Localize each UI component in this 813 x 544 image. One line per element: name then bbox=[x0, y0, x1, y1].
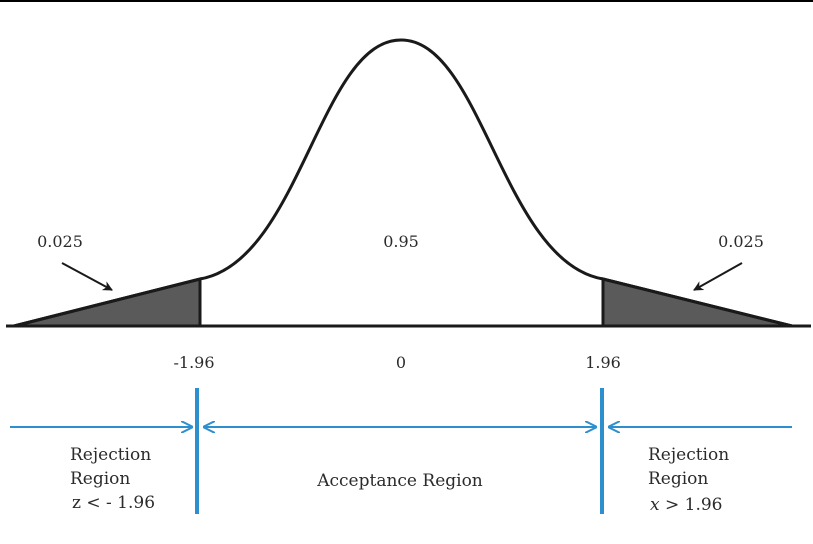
left-rejection-label-line1: Rejection bbox=[70, 445, 151, 465]
left-tail-prob-label: 0.025 bbox=[37, 232, 83, 251]
right-tail-prob-label: 0.025 bbox=[718, 232, 764, 251]
left-tail-pointer-arrow bbox=[61, 262, 113, 291]
right-rejection-threshold: > 1.96 bbox=[660, 495, 723, 515]
right-rejection-condition: x > 1.96 bbox=[650, 495, 723, 515]
tick-label-right: 1.96 bbox=[585, 353, 621, 372]
right-rejection-label-line1: Rejection bbox=[648, 445, 729, 465]
right-rejection-label-line2: Region bbox=[648, 469, 708, 489]
tick-label-center: 0 bbox=[396, 353, 406, 372]
bell-curve bbox=[13, 38, 793, 328]
center-prob-label: 0.95 bbox=[383, 232, 419, 251]
acceptance-region-label: Acceptance Region bbox=[316, 471, 483, 491]
tick-label-left: -1.96 bbox=[173, 353, 214, 372]
right-rejection-variable: x bbox=[650, 495, 660, 515]
left-rejection-label-line2: Region bbox=[70, 469, 130, 489]
left-rejection-condition: z < - 1.96 bbox=[72, 493, 155, 513]
right-tail-pointer-arrow bbox=[693, 262, 743, 291]
